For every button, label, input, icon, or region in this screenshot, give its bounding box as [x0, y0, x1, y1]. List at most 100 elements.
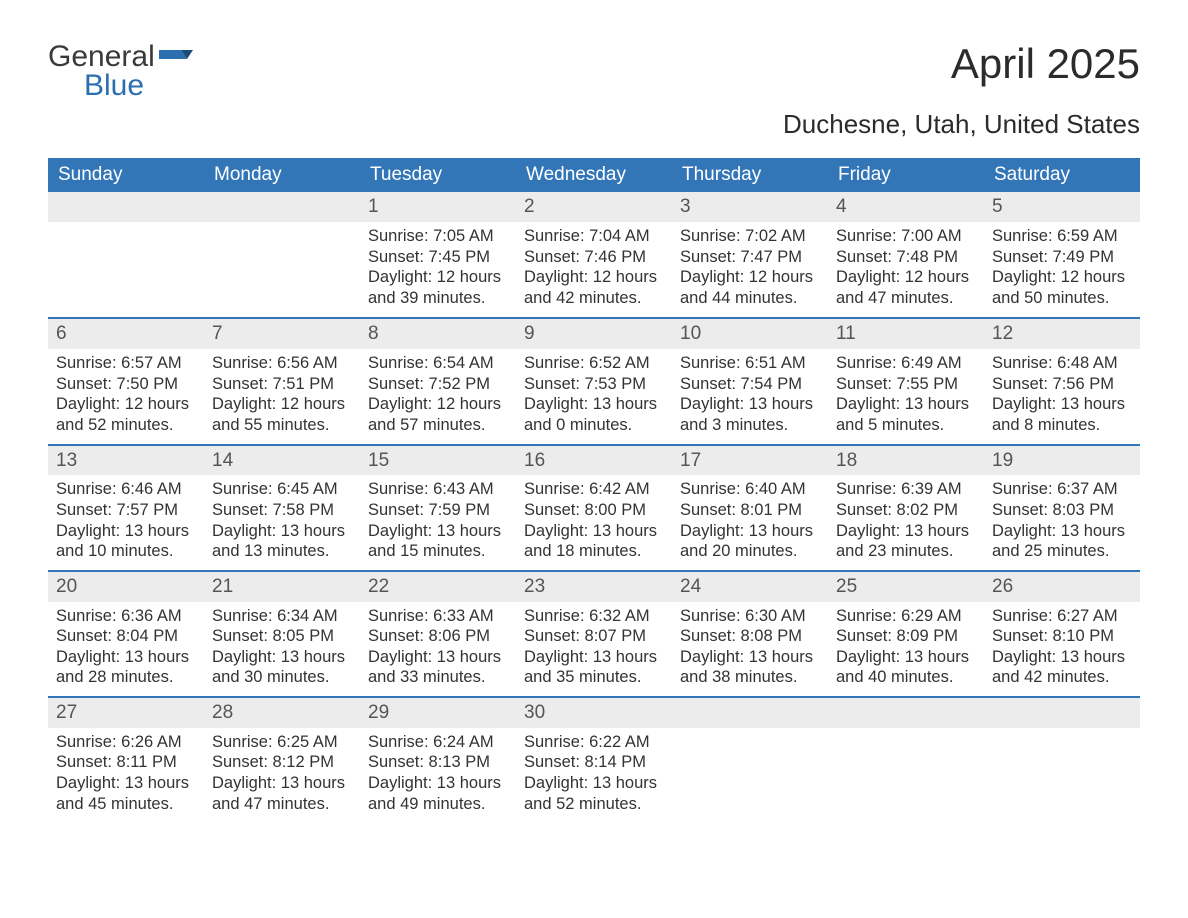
day-cell: 17Sunrise: 6:40 AMSunset: 8:01 PMDayligh…	[672, 446, 828, 570]
sunset-line: Sunset: 8:00 PM	[524, 500, 664, 521]
day-cell	[828, 698, 984, 822]
sunrise-line: Sunrise: 7:04 AM	[524, 226, 664, 247]
day-cell	[48, 192, 204, 317]
daylight-line: Daylight: 13 hours and 30 minutes.	[212, 647, 352, 688]
sunrise-line: Sunrise: 6:48 AM	[992, 353, 1132, 374]
day-cell: 26Sunrise: 6:27 AMSunset: 8:10 PMDayligh…	[984, 572, 1140, 696]
daylight-line: Daylight: 13 hours and 8 minutes.	[992, 394, 1132, 435]
sunrise-line: Sunrise: 6:34 AM	[212, 606, 352, 627]
sunrise-line: Sunrise: 6:27 AM	[992, 606, 1132, 627]
daylight-line: Daylight: 13 hours and 0 minutes.	[524, 394, 664, 435]
sunset-line: Sunset: 7:47 PM	[680, 247, 820, 268]
sunset-line: Sunset: 7:48 PM	[836, 247, 976, 268]
day-body: Sunrise: 6:39 AMSunset: 8:02 PMDaylight:…	[828, 475, 984, 570]
sunrise-line: Sunrise: 6:57 AM	[56, 353, 196, 374]
calendar-week: 20Sunrise: 6:36 AMSunset: 8:04 PMDayligh…	[48, 570, 1140, 696]
day-number: 27	[48, 698, 204, 728]
day-header: Tuesday	[360, 158, 516, 192]
sunrise-line: Sunrise: 6:26 AM	[56, 732, 196, 753]
daylight-line: Daylight: 12 hours and 50 minutes.	[992, 267, 1132, 308]
day-cell: 28Sunrise: 6:25 AMSunset: 8:12 PMDayligh…	[204, 698, 360, 822]
day-body: Sunrise: 6:36 AMSunset: 8:04 PMDaylight:…	[48, 602, 204, 697]
daylight-line: Daylight: 13 hours and 45 minutes.	[56, 773, 196, 814]
day-cell: 3Sunrise: 7:02 AMSunset: 7:47 PMDaylight…	[672, 192, 828, 317]
flag-icon	[159, 48, 193, 75]
sunset-line: Sunset: 8:08 PM	[680, 626, 820, 647]
sunrise-line: Sunrise: 6:39 AM	[836, 479, 976, 500]
sunrise-line: Sunrise: 7:05 AM	[368, 226, 508, 247]
daylight-line: Daylight: 13 hours and 13 minutes.	[212, 521, 352, 562]
day-cell: 27Sunrise: 6:26 AMSunset: 8:11 PMDayligh…	[48, 698, 204, 822]
day-body: Sunrise: 6:24 AMSunset: 8:13 PMDaylight:…	[360, 728, 516, 823]
day-cell	[672, 698, 828, 822]
day-body: Sunrise: 7:05 AMSunset: 7:45 PMDaylight:…	[360, 222, 516, 317]
day-header: Friday	[828, 158, 984, 192]
day-body: Sunrise: 6:27 AMSunset: 8:10 PMDaylight:…	[984, 602, 1140, 697]
day-body: Sunrise: 6:46 AMSunset: 7:57 PMDaylight:…	[48, 475, 204, 570]
day-body: Sunrise: 7:00 AMSunset: 7:48 PMDaylight:…	[828, 222, 984, 317]
day-body: Sunrise: 6:54 AMSunset: 7:52 PMDaylight:…	[360, 349, 516, 444]
day-header: Saturday	[984, 158, 1140, 192]
calendar-header-row: SundayMondayTuesdayWednesdayThursdayFrid…	[48, 158, 1140, 192]
day-cell: 13Sunrise: 6:46 AMSunset: 7:57 PMDayligh…	[48, 446, 204, 570]
day-cell: 6Sunrise: 6:57 AMSunset: 7:50 PMDaylight…	[48, 319, 204, 443]
day-cell: 19Sunrise: 6:37 AMSunset: 8:03 PMDayligh…	[984, 446, 1140, 570]
sunrise-line: Sunrise: 6:29 AM	[836, 606, 976, 627]
sunset-line: Sunset: 7:52 PM	[368, 374, 508, 395]
day-body: Sunrise: 6:30 AMSunset: 8:08 PMDaylight:…	[672, 602, 828, 697]
day-body: Sunrise: 6:40 AMSunset: 8:01 PMDaylight:…	[672, 475, 828, 570]
day-body: Sunrise: 7:02 AMSunset: 7:47 PMDaylight:…	[672, 222, 828, 317]
sunset-line: Sunset: 7:59 PM	[368, 500, 508, 521]
day-body: Sunrise: 6:37 AMSunset: 8:03 PMDaylight:…	[984, 475, 1140, 570]
daylight-line: Daylight: 12 hours and 57 minutes.	[368, 394, 508, 435]
sunrise-line: Sunrise: 6:33 AM	[368, 606, 508, 627]
sunrise-line: Sunrise: 6:45 AM	[212, 479, 352, 500]
day-cell: 10Sunrise: 6:51 AMSunset: 7:54 PMDayligh…	[672, 319, 828, 443]
sunrise-line: Sunrise: 6:52 AM	[524, 353, 664, 374]
daylight-line: Daylight: 13 hours and 33 minutes.	[368, 647, 508, 688]
brand-logo: General Blue	[48, 40, 193, 103]
sunrise-line: Sunrise: 6:25 AM	[212, 732, 352, 753]
sunset-line: Sunset: 7:50 PM	[56, 374, 196, 395]
day-cell: 30Sunrise: 6:22 AMSunset: 8:14 PMDayligh…	[516, 698, 672, 822]
day-number: 25	[828, 572, 984, 602]
daylight-line: Daylight: 12 hours and 42 minutes.	[524, 267, 664, 308]
sunrise-line: Sunrise: 6:46 AM	[56, 479, 196, 500]
day-number: 28	[204, 698, 360, 728]
sunset-line: Sunset: 7:57 PM	[56, 500, 196, 521]
daylight-line: Daylight: 13 hours and 42 minutes.	[992, 647, 1132, 688]
sunset-line: Sunset: 7:46 PM	[524, 247, 664, 268]
day-number: 30	[516, 698, 672, 728]
day-cell: 14Sunrise: 6:45 AMSunset: 7:58 PMDayligh…	[204, 446, 360, 570]
calendar-grid: SundayMondayTuesdayWednesdayThursdayFrid…	[48, 158, 1140, 822]
day-number: 18	[828, 446, 984, 476]
sunrise-line: Sunrise: 6:54 AM	[368, 353, 508, 374]
day-cell: 18Sunrise: 6:39 AMSunset: 8:02 PMDayligh…	[828, 446, 984, 570]
sunset-line: Sunset: 8:07 PM	[524, 626, 664, 647]
daylight-line: Daylight: 13 hours and 20 minutes.	[680, 521, 820, 562]
day-body: Sunrise: 6:33 AMSunset: 8:06 PMDaylight:…	[360, 602, 516, 697]
day-cell: 1Sunrise: 7:05 AMSunset: 7:45 PMDaylight…	[360, 192, 516, 317]
daylight-line: Daylight: 13 hours and 25 minutes.	[992, 521, 1132, 562]
sunset-line: Sunset: 8:03 PM	[992, 500, 1132, 521]
day-cell: 24Sunrise: 6:30 AMSunset: 8:08 PMDayligh…	[672, 572, 828, 696]
day-body: Sunrise: 6:43 AMSunset: 7:59 PMDaylight:…	[360, 475, 516, 570]
sunset-line: Sunset: 8:10 PM	[992, 626, 1132, 647]
day-number: 5	[984, 192, 1140, 222]
sunrise-line: Sunrise: 6:40 AM	[680, 479, 820, 500]
day-number: 9	[516, 319, 672, 349]
day-number: 6	[48, 319, 204, 349]
sunrise-line: Sunrise: 6:56 AM	[212, 353, 352, 374]
day-cell: 25Sunrise: 6:29 AMSunset: 8:09 PMDayligh…	[828, 572, 984, 696]
day-body: Sunrise: 6:45 AMSunset: 7:58 PMDaylight:…	[204, 475, 360, 570]
sunset-line: Sunset: 7:56 PM	[992, 374, 1132, 395]
daylight-line: Daylight: 13 hours and 5 minutes.	[836, 394, 976, 435]
sunset-line: Sunset: 8:14 PM	[524, 752, 664, 773]
sunset-line: Sunset: 7:49 PM	[992, 247, 1132, 268]
day-header: Wednesday	[516, 158, 672, 192]
day-header: Monday	[204, 158, 360, 192]
day-cell: 9Sunrise: 6:52 AMSunset: 7:53 PMDaylight…	[516, 319, 672, 443]
sunset-line: Sunset: 8:13 PM	[368, 752, 508, 773]
sunrise-line: Sunrise: 6:30 AM	[680, 606, 820, 627]
day-number: 19	[984, 446, 1140, 476]
